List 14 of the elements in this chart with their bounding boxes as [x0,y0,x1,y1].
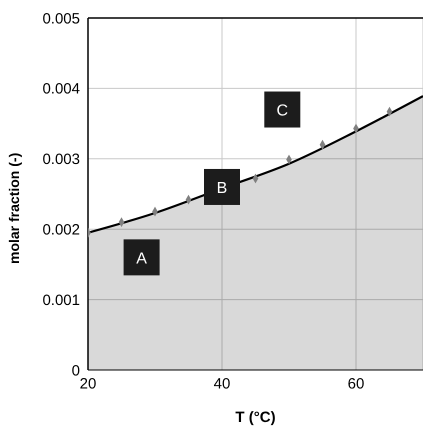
annotation: A [136,250,148,268]
y-tick-label: 0.001 [42,292,80,309]
x-tick-label: 20 [80,376,96,393]
y-tick-label: 0.003 [42,151,80,168]
y-axis-title: molar fraction (-) [6,152,22,264]
annotation: B [216,180,228,197]
y-tick-label: 0.005 [42,10,80,28]
x-tick-label: 40 [214,376,230,393]
annotation: C [276,102,288,120]
y-tick-label: 0 [72,362,80,380]
x-axis-title: T (°C) [235,409,276,426]
x-tick-label: 60 [348,376,364,393]
y-tick-label: 0.004 [42,80,80,98]
y-tick-label: 0.002 [42,222,80,239]
